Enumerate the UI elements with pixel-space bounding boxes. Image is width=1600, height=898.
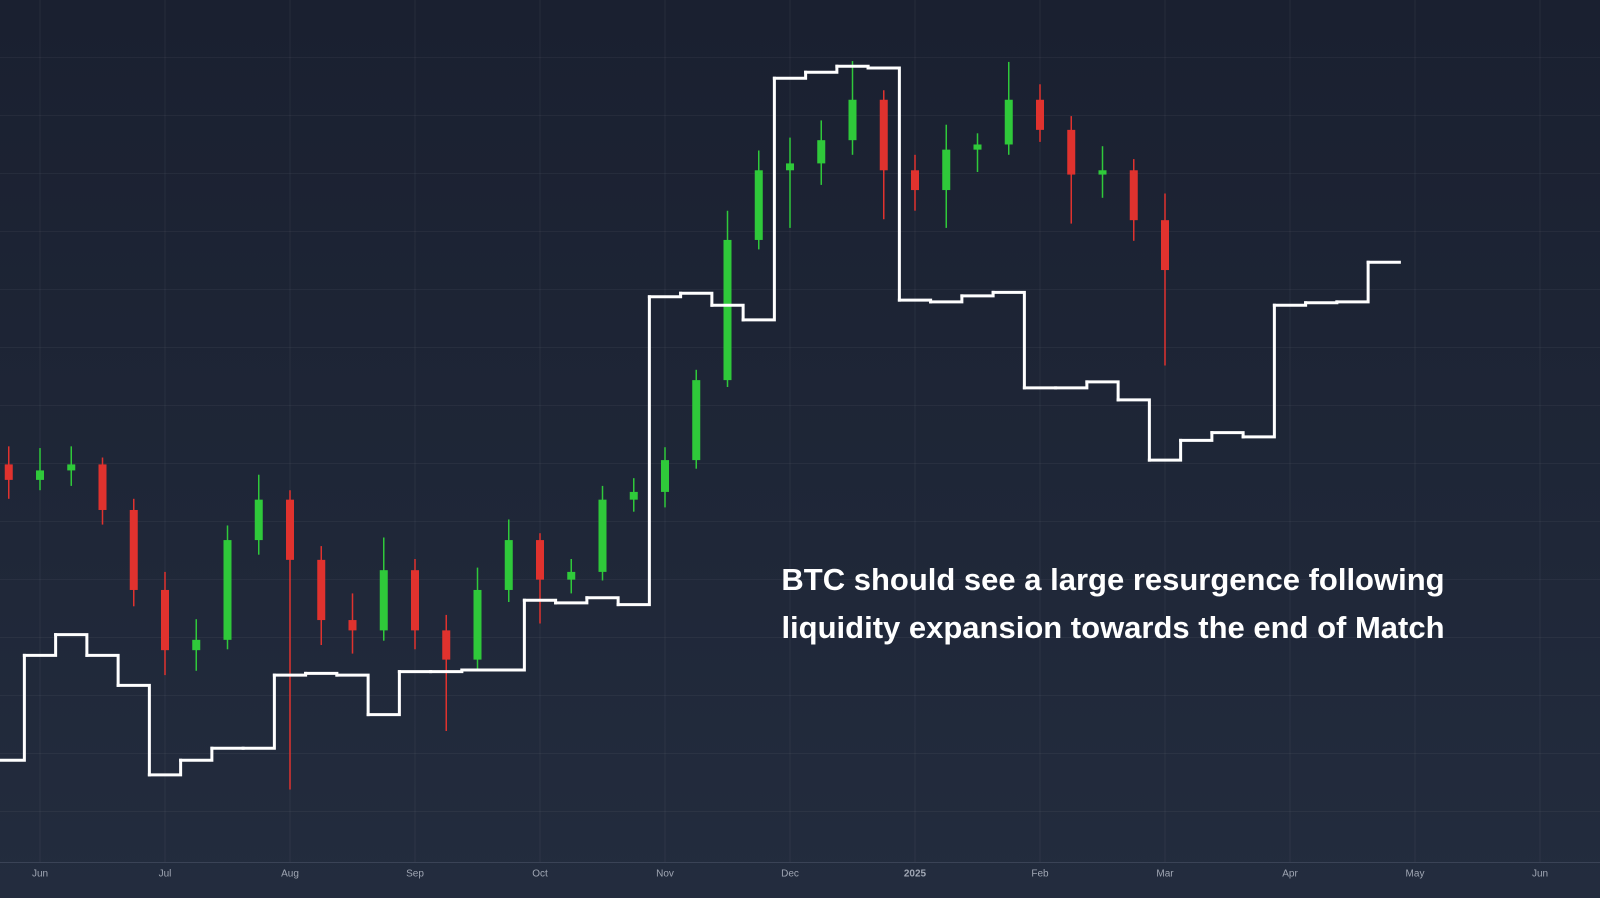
x-tick-label: Apr [1282, 869, 1298, 880]
x-tick-label: Nov [656, 869, 674, 880]
candle-body [254, 499, 263, 541]
liquidity-step [272, 671, 308, 677]
x-tick-label: Jun [1532, 869, 1548, 880]
x-tick-label: Sep [406, 869, 424, 880]
candle-body [536, 540, 544, 580]
candle-body [786, 163, 794, 171]
candle-body [598, 499, 607, 572]
liquidity-step [116, 683, 151, 777]
x-tick-label: Jun [32, 869, 48, 880]
liquidity-step [304, 671, 339, 677]
liquidity-step [1116, 398, 1151, 462]
candle-body [1067, 129, 1076, 175]
candle-body [192, 639, 201, 651]
candle-body [348, 620, 357, 631]
candle-body [4, 464, 13, 480]
candle-body [879, 99, 888, 171]
liquidity-step [1054, 380, 1089, 390]
candle-body [754, 170, 763, 240]
liquidity-step [366, 670, 401, 717]
x-tick-label: May [1406, 869, 1425, 880]
x-tick-label: Jul [159, 869, 172, 880]
liquidity-step [1147, 438, 1183, 462]
candle-body [1098, 170, 1107, 175]
x-tick-label: Oct [532, 869, 548, 880]
x-tick-label: Aug [281, 869, 299, 880]
annotation: BTC should see a large resurgence follow… [781, 562, 1444, 597]
candle-body [817, 140, 826, 164]
liquidity-step [0, 653, 26, 762]
candle-body [67, 464, 76, 471]
liquidity-step [147, 758, 183, 777]
candle-body [473, 589, 482, 660]
liquidity-step [241, 673, 276, 750]
candle-body [567, 571, 576, 580]
x-tick-label: Mar [1156, 869, 1174, 880]
annotation: liquidity expansion towards the end of M… [781, 610, 1444, 645]
liquidity-step [616, 295, 651, 607]
liquidity-step [741, 76, 776, 322]
candle-body [317, 559, 326, 621]
candle-body [661, 460, 669, 492]
liquidity-step [897, 298, 933, 304]
liquidity-step [54, 633, 89, 657]
candle-body [942, 149, 951, 191]
liquidity-step [554, 596, 589, 605]
candle-body [286, 499, 294, 560]
liquidity-step [835, 64, 870, 70]
candle-body [411, 570, 419, 631]
candle-body [504, 540, 513, 590]
liquidity-step [772, 70, 808, 80]
candle-body [723, 239, 732, 381]
liquidity-step [585, 596, 620, 607]
candle-body [442, 630, 451, 660]
x-tick-label: Dec [781, 869, 799, 880]
candle-body [1161, 220, 1169, 271]
x-tick-label: 2025 [904, 869, 927, 880]
candle-body [848, 99, 857, 141]
liquidity-step [1085, 380, 1120, 402]
marks [0, 61, 1401, 790]
candle-body [379, 570, 388, 631]
candle-body [629, 491, 638, 500]
candle-body [129, 509, 138, 590]
liquidity-step [866, 66, 901, 302]
candle-body [692, 380, 701, 461]
liquidity-step [929, 294, 964, 304]
liquidity-step [1179, 431, 1214, 442]
candle-body [98, 464, 107, 510]
candle-body [973, 144, 982, 150]
liquidity-step [429, 668, 464, 674]
liquidity-step [1304, 300, 1339, 305]
liquidity-step [1241, 303, 1276, 439]
labels: Jun Jul Aug Sep Oct Nov Dec 2025 Feb Mar Apr May Jun [32, 869, 1548, 880]
liquidity-step [335, 673, 370, 717]
x-tick-label: Feb [1031, 869, 1049, 880]
candle-body [1036, 99, 1044, 130]
candle-body [1004, 99, 1013, 145]
liquidity-step [1335, 260, 1370, 304]
liquidity-step [85, 653, 120, 687]
candle-body [911, 170, 919, 191]
liquidity-step [991, 290, 1026, 390]
liquidity-step [22, 633, 58, 657]
liquidity-step [491, 598, 526, 672]
liquidity-step [179, 746, 214, 762]
candle-body [1129, 170, 1138, 221]
liquidity-step [710, 303, 745, 322]
grid [39, 0, 1541, 862]
candle-body [161, 589, 169, 651]
candle-body [36, 470, 44, 480]
liquidity-step [804, 64, 839, 74]
liquidity-step [1210, 431, 1245, 439]
liquidity-step [960, 290, 995, 298]
background-grid [0, 0, 1600, 862]
candle-body [223, 540, 232, 640]
liquidity-step [679, 291, 714, 307]
